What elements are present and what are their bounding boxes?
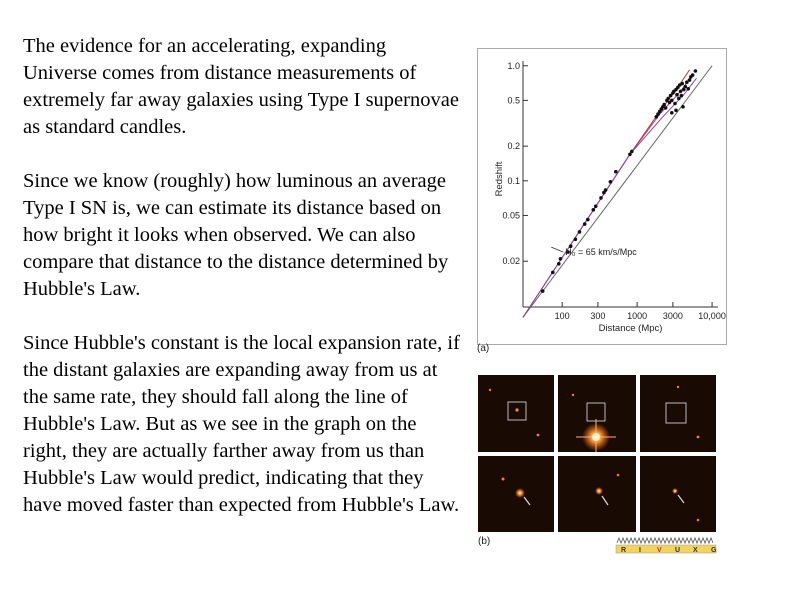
spectrum-letter-g: G <box>711 547 717 554</box>
y-tick-label: 1.0 <box>507 61 520 71</box>
paragraph-luminosity: Since we know (roughly) how luminous an … <box>23 170 449 300</box>
hubble-constant-annotation: H₀ = 65 km/s/Mpc <box>565 247 637 257</box>
target-box-1 <box>507 401 527 421</box>
supernova-point <box>656 112 660 116</box>
supernova-3 <box>672 488 678 494</box>
arrow-1 <box>523 496 531 506</box>
figure-a-label: (a) <box>477 343 490 354</box>
acceleration-curve <box>522 73 694 318</box>
supernova-point <box>666 96 670 101</box>
supernova-point <box>680 81 684 86</box>
supernova-point <box>675 92 679 97</box>
x-axis-label: Distance (Mpc) <box>599 323 663 334</box>
supernova-point <box>603 188 608 192</box>
supernova-point <box>573 237 578 242</box>
supernova-point <box>682 87 686 92</box>
supernova-point <box>681 105 685 109</box>
supernova-point <box>599 196 603 200</box>
supernova-point <box>540 289 545 293</box>
supernova-1 <box>515 488 525 498</box>
paragraph-hubble-constant: Since Hubble's constant is the local exp… <box>23 332 460 516</box>
x-tick-label: 1000 <box>627 311 647 321</box>
supernova-point <box>690 73 695 77</box>
wave-icon <box>616 536 714 545</box>
supernova-point <box>566 250 570 254</box>
target-box-3 <box>665 402 687 424</box>
y-tick-label: 0.2 <box>507 141 520 151</box>
supernova-point <box>568 244 573 248</box>
y-tick-label: 0.1 <box>507 176 520 186</box>
spectrum-letter-x: X <box>693 547 698 554</box>
hubble-diagram: 0.02 0.05 0.1 0.2 0.5 1.0 100 300 1000 3000 10,000… <box>477 48 727 345</box>
supernova-point <box>662 102 666 107</box>
supernova-point <box>557 262 561 266</box>
supernova-point <box>677 96 681 101</box>
supernova-point <box>679 93 684 98</box>
spectrum-letter-u: U <box>675 547 680 554</box>
supernova-point <box>663 106 668 110</box>
supernova-point <box>586 217 590 222</box>
supernova-images <box>478 375 716 532</box>
supernova-point <box>685 80 689 84</box>
supernova-point <box>630 149 634 154</box>
x-tick-label: 3000 <box>663 311 683 321</box>
supernova-point <box>582 222 587 226</box>
supernova-point <box>687 78 692 82</box>
supernova-point <box>686 87 690 91</box>
supernova-point <box>693 69 698 73</box>
paragraph-evidence: The evidence for an accelerating, expand… <box>23 35 459 138</box>
supernova-point <box>551 270 555 275</box>
supernova-point <box>673 101 677 106</box>
x-tick-label: 100 <box>555 311 570 321</box>
supernova-point <box>670 98 674 103</box>
arrow-2 <box>601 495 609 506</box>
panel-before-1 <box>478 375 554 452</box>
figure-b-label: (b) <box>478 536 491 547</box>
explanation-text: The evidence for an accelerating, expand… <box>23 33 463 546</box>
x-tick-label: 300 <box>590 311 605 321</box>
acceleration-curve <box>522 77 697 318</box>
supernova-2 <box>595 487 603 495</box>
supernova-point <box>628 152 632 157</box>
annotation-leader <box>551 246 564 253</box>
supernova-point <box>593 204 598 209</box>
spectrum-letter-r: R <box>621 547 626 554</box>
supernova-point <box>577 230 582 234</box>
hubble-law-line <box>522 65 713 318</box>
spectrum-letter-i: I <box>639 547 641 554</box>
supernova-point <box>591 208 596 212</box>
x-tick-label: 10,000 <box>698 311 726 321</box>
supernova-point <box>654 115 659 119</box>
supernova-point <box>678 89 683 94</box>
supernova-point <box>558 257 563 261</box>
arrow-3 <box>677 494 685 504</box>
supernova-point <box>674 108 678 113</box>
y-tick-label: 0.5 <box>507 95 520 105</box>
supernova-panels-svg <box>478 375 716 532</box>
hubble-chart-svg: 0.02 0.05 0.1 0.2 0.5 1.0 100 300 1000 3000 10,000… <box>494 61 726 334</box>
supernova-point <box>608 180 613 184</box>
supernova-point <box>668 93 673 98</box>
y-tick-label: 0.02 <box>502 256 520 266</box>
supernova-point <box>614 169 618 174</box>
panel-after-3 <box>640 456 716 532</box>
supernova-point <box>683 84 688 89</box>
y-tick-label: 0.05 <box>502 210 520 220</box>
spectrum-letter-v: V <box>657 547 662 554</box>
supernova-point <box>670 111 674 115</box>
y-axis-label: Redshift <box>494 161 505 196</box>
